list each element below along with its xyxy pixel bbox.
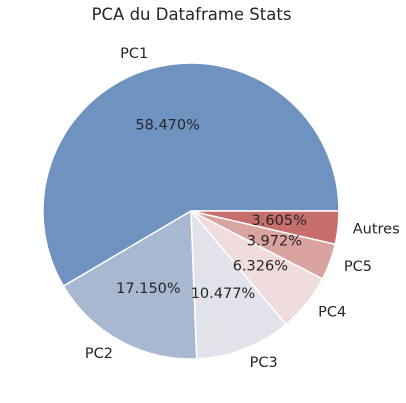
pie-labels: PC1 58.470% PC2 17.150% PC3 10.477% PC4 6.326% P… xyxy=(85,46,400,371)
slice-pct-pc5: 3.972% xyxy=(247,234,302,250)
slice-label-autres: Autres xyxy=(353,221,400,237)
slice-label-pc2: PC2 xyxy=(85,346,113,362)
slice-label-pc4: PC4 xyxy=(318,305,346,321)
slice-pct-pc2: 17.150% xyxy=(116,281,181,297)
slice-label-pc1: PC1 xyxy=(120,46,148,62)
slice-pct-pc1: 58.470% xyxy=(135,117,200,133)
slice-pct-autres: 3.605% xyxy=(252,213,307,229)
pie-slice-pc2 xyxy=(62,210,198,360)
chart-title: PCA du Dataframe Stats xyxy=(91,5,292,24)
slice-label-pc3: PC3 xyxy=(250,355,278,371)
pie-slice-autres xyxy=(190,210,340,245)
slice-pct-pc4: 6.326% xyxy=(233,258,288,274)
pie-slice-pc3 xyxy=(190,210,287,360)
pie-slice-pc1 xyxy=(42,62,340,287)
slice-pct-pc3: 10.477% xyxy=(191,286,256,302)
pie-slices xyxy=(42,62,340,360)
slice-label-pc5: PC5 xyxy=(344,259,372,275)
